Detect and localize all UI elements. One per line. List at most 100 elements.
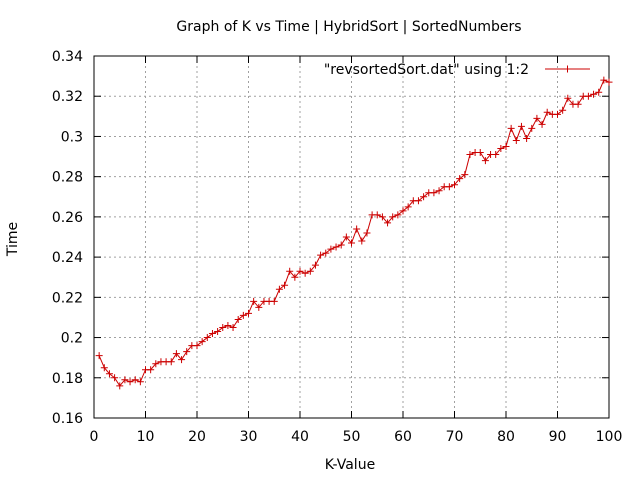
data-point — [543, 108, 551, 116]
data-point — [126, 378, 134, 386]
x-tick-label: 30 — [240, 429, 258, 445]
data-point — [554, 110, 561, 118]
data-point — [523, 134, 531, 142]
data-point — [384, 219, 392, 227]
data-point — [105, 370, 113, 378]
data-point — [528, 124, 536, 132]
data-point — [178, 356, 186, 364]
x-tick-label: 10 — [137, 429, 155, 445]
data-point — [214, 328, 222, 336]
y-tick-label: 0.18 — [52, 371, 83, 387]
y-axis-label: Time — [5, 222, 21, 257]
legend-marker-sample — [564, 65, 571, 73]
data-point — [481, 157, 489, 165]
data-point — [193, 342, 201, 350]
data-point — [270, 297, 278, 305]
data-point — [322, 249, 330, 257]
x-tick-label: 70 — [446, 429, 464, 445]
data-point — [600, 76, 608, 84]
data-point — [559, 106, 567, 114]
y-tick-label: 0.28 — [52, 170, 83, 186]
data-point — [605, 78, 613, 86]
data-point — [358, 237, 366, 245]
data-point — [456, 175, 464, 183]
data-point — [100, 364, 108, 372]
data-point — [183, 348, 191, 356]
data-point — [116, 382, 124, 390]
data-point — [348, 239, 355, 247]
axes: 0 10 20 30 40 50 60 70 80 90 100 0.16 0.18 0.2 0.22 0.2… — [52, 49, 623, 445]
data-point — [404, 203, 412, 211]
data-point — [538, 120, 546, 128]
data-point — [286, 267, 294, 275]
data-point — [353, 225, 361, 233]
data-point — [476, 149, 484, 157]
x-tick-label: 60 — [394, 429, 412, 445]
data-point — [306, 267, 314, 275]
data-point — [389, 213, 397, 221]
data-point — [172, 350, 180, 358]
data-point — [564, 94, 572, 102]
data-point — [378, 213, 386, 221]
y-tick-label: 0.22 — [52, 290, 83, 306]
chart-title: Graph of K vs Time | HybridSort | Sorted… — [176, 19, 521, 35]
y-tick-label: 0.3 — [61, 129, 83, 145]
data-point — [502, 143, 510, 150]
data-point — [95, 352, 103, 360]
x-tick-label: 90 — [549, 429, 567, 445]
data-point — [512, 136, 520, 144]
data-point — [147, 366, 155, 374]
data-point — [327, 245, 335, 253]
data-point — [435, 187, 443, 195]
data-point — [224, 321, 232, 329]
data-point — [466, 151, 474, 159]
x-tick-label: 50 — [343, 429, 361, 445]
x-tick-label: 100 — [596, 429, 623, 445]
data-point — [301, 269, 309, 277]
x-tick-label: 0 — [90, 429, 99, 445]
data-point — [291, 273, 299, 281]
data-point — [399, 207, 407, 215]
data-point — [342, 233, 350, 241]
data-point — [590, 90, 598, 98]
data-point — [281, 281, 289, 289]
data-point — [595, 88, 603, 96]
data-point — [208, 330, 216, 338]
data-point — [111, 374, 119, 382]
data-point — [414, 197, 422, 205]
data-point — [584, 92, 592, 100]
data-point — [533, 114, 541, 122]
data-point — [121, 376, 129, 384]
data-point — [152, 360, 160, 368]
data-point — [234, 315, 242, 323]
data-point — [420, 193, 428, 201]
x-axis-label: K-Value — [325, 457, 375, 473]
y-tick-label: 0.24 — [52, 250, 83, 266]
legend: "revsortedSort.dat" using 1:2 — [324, 62, 590, 78]
data-point — [373, 211, 381, 219]
data-point — [337, 241, 345, 249]
data-point — [311, 261, 319, 269]
data-point — [255, 303, 263, 311]
x-tick-label: 80 — [497, 429, 515, 445]
data-point — [219, 324, 227, 331]
data-point — [296, 267, 304, 275]
y-tick-label: 0.34 — [52, 49, 83, 65]
data-point — [203, 334, 211, 342]
data-point — [332, 243, 340, 251]
data-point — [574, 100, 582, 108]
y-tick-label: 0.32 — [52, 89, 83, 105]
data-point — [394, 211, 402, 219]
data-point — [317, 251, 325, 259]
data-point — [461, 171, 469, 179]
data-point — [492, 151, 500, 159]
data-point — [430, 189, 438, 197]
data-point — [517, 122, 525, 130]
series-line — [98, 79, 610, 387]
data-point — [507, 124, 515, 132]
y-tick-label: 0.16 — [52, 411, 83, 427]
series-layer — [95, 76, 613, 390]
data-point — [136, 378, 144, 386]
